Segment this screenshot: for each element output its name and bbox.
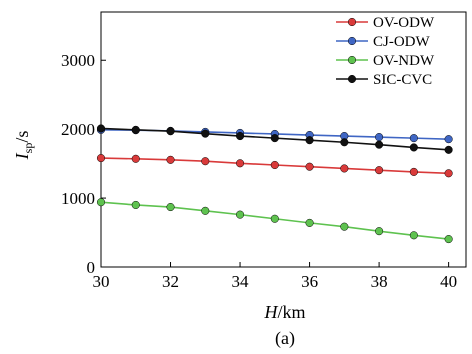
legend-label: CJ-ODW	[373, 34, 431, 50]
legend: OV-ODW CJ-ODW OV-NDW SIC-CVC	[336, 15, 435, 88]
data-point	[375, 140, 384, 149]
legend-label: OV-NDW	[373, 53, 435, 69]
series-layer	[96, 124, 453, 244]
y-axis-label: Isp/s	[12, 131, 35, 161]
plot-area	[100, 11, 467, 268]
data-point	[235, 132, 245, 141]
data-point	[305, 136, 314, 145]
data-point	[235, 210, 245, 219]
data-point	[96, 124, 106, 133]
data-point	[305, 162, 314, 171]
y-tick-label: 1000	[61, 189, 95, 208]
legend-item: SIC-CVC	[336, 72, 432, 88]
x-tick-label: 34	[232, 272, 250, 291]
data-point	[201, 129, 210, 138]
data-point	[166, 155, 175, 164]
x-axis: 30 32 34 36 38 40	[93, 262, 457, 291]
data-point	[444, 235, 453, 244]
x-tick-label: 32	[162, 272, 179, 291]
data-point	[235, 159, 245, 168]
legend-marker	[347, 55, 357, 65]
data-point	[375, 227, 384, 236]
data-point	[270, 214, 279, 223]
data-point	[375, 166, 384, 175]
legend-item: OV-NDW	[336, 53, 435, 69]
legend-marker	[347, 36, 357, 46]
x-tick-label: 40	[440, 272, 457, 291]
plot-frame	[100, 11, 467, 268]
y-tick-label: 2000	[61, 120, 95, 139]
legend-item: CJ-ODW	[336, 34, 431, 50]
data-point	[340, 222, 349, 231]
data-point	[166, 127, 175, 136]
data-point	[375, 133, 384, 142]
legend-marker	[347, 74, 357, 84]
data-point	[131, 125, 140, 134]
x-tick-label: 30	[93, 272, 110, 291]
data-point	[444, 169, 453, 178]
data-point	[409, 167, 418, 176]
data-point	[201, 206, 210, 215]
data-point	[409, 134, 418, 143]
legend-item: OV-ODW	[336, 15, 435, 31]
data-point	[201, 157, 210, 166]
data-point	[96, 154, 106, 163]
data-point	[270, 134, 279, 143]
data-point	[444, 135, 453, 144]
figure-caption: (a)	[275, 328, 295, 349]
legend-label: SIC-CVC	[373, 72, 432, 88]
x-tick-label: 36	[301, 272, 318, 291]
x-axis-label: H/km	[263, 302, 305, 322]
data-point	[270, 160, 279, 170]
data-point	[131, 200, 140, 210]
data-point	[444, 145, 453, 154]
y-axis: 0 1000 2000 3000	[61, 51, 106, 277]
y-tick-label: 0	[87, 258, 96, 277]
data-point	[166, 202, 175, 212]
y-tick-label: 3000	[61, 51, 95, 70]
data-point	[96, 198, 106, 207]
series-sic-cvc	[96, 124, 453, 154]
data-point	[131, 154, 140, 163]
legend-marker	[347, 17, 357, 27]
legend-label: OV-ODW	[373, 15, 435, 31]
data-point	[340, 138, 349, 147]
data-point	[340, 164, 349, 173]
x-tick-label: 38	[371, 272, 388, 291]
data-point	[409, 143, 418, 152]
series-ov-ndw	[96, 198, 453, 244]
data-point	[305, 218, 314, 227]
series-ov-odw	[96, 154, 453, 178]
data-point	[409, 231, 418, 240]
